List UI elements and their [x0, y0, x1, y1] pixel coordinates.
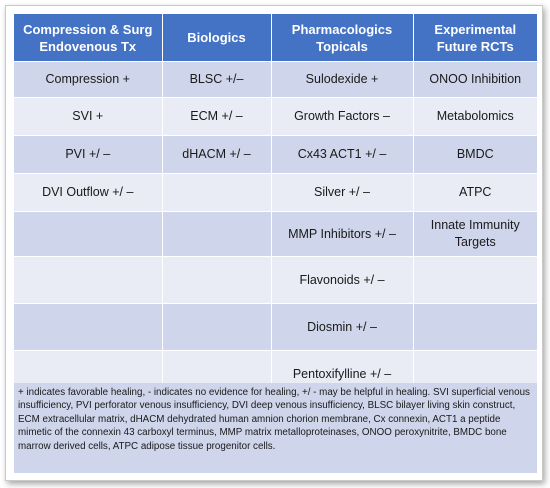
table-cell: [14, 211, 163, 257]
table-cell: Silver +/ –: [271, 173, 414, 212]
table-row: Flavonoids +/ –: [14, 256, 537, 304]
table-row: Compression + BLSC +/– Sulodexide + ONOO…: [14, 61, 537, 98]
table-cell: dHACM +/ –: [162, 135, 272, 174]
table-row: MMP Inhibitors +/ – Innate Immunity Targ…: [14, 211, 537, 257]
table-footnote: + indicates favorable healing, - indicat…: [14, 383, 537, 473]
table-cell: [413, 303, 537, 351]
table-cell: DVI Outflow +/ –: [14, 173, 163, 212]
table-cell: [162, 256, 272, 304]
table-cell: BLSC +/–: [162, 61, 272, 98]
table-cell: [14, 303, 163, 351]
table-cell: BMDC: [413, 135, 537, 174]
table-cell: Innate Immunity Targets: [413, 211, 537, 257]
header-experimental: Experimental Future RCTs: [413, 14, 537, 62]
table-cell: ONOO Inhibition: [413, 61, 537, 98]
table-cell: Sulodexide +: [271, 61, 414, 98]
table-cell: [162, 173, 272, 212]
table-cell: ATPC: [413, 173, 537, 212]
table-row: PVI +/ – dHACM +/ – Cx43 ACT1 +/ – BMDC: [14, 135, 537, 174]
table-cell: Growth Factors –: [271, 97, 414, 136]
treatment-evidence-table: Compression & Surg Endovenous Tx Biologi…: [14, 14, 537, 397]
table-cell: ECM +/ –: [162, 97, 272, 136]
table-cell: [14, 256, 163, 304]
header-compression-surgery: Compression & Surg Endovenous Tx: [14, 14, 163, 62]
figure-card: Compression & Surg Endovenous Tx Biologi…: [5, 5, 543, 481]
table-cell: Cx43 ACT1 +/ –: [271, 135, 414, 174]
table-cell: SVI +: [14, 97, 163, 136]
table-cell: Metabolomics: [413, 97, 537, 136]
table-cell: MMP Inhibitors +/ –: [271, 211, 414, 257]
table-row: Diosmin +/ –: [14, 303, 537, 351]
table-cell: Diosmin +/ –: [271, 303, 414, 351]
table-cell: [162, 303, 272, 351]
table-cell: Flavonoids +/ –: [271, 256, 414, 304]
table-cell: PVI +/ –: [14, 135, 163, 174]
table-cell: [162, 211, 272, 257]
table-cell: [413, 256, 537, 304]
table-row: SVI + ECM +/ – Growth Factors – Metabolo…: [14, 97, 537, 136]
header-row: Compression & Surg Endovenous Tx Biologi…: [14, 14, 537, 62]
header-biologics: Biologics: [162, 14, 272, 62]
table-cell: Compression +: [14, 61, 163, 98]
header-pharmacologics: Pharmacologics Topicals: [271, 14, 414, 62]
table-row: DVI Outflow +/ – Silver +/ – ATPC: [14, 173, 537, 212]
